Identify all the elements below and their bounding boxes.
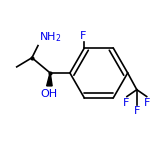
Text: F: F — [134, 106, 140, 116]
Text: F: F — [144, 98, 151, 108]
Polygon shape — [47, 72, 52, 86]
Text: F: F — [80, 31, 86, 41]
Text: NH$_2$: NH$_2$ — [39, 30, 61, 44]
Text: F: F — [123, 98, 129, 108]
Text: OH: OH — [41, 89, 58, 99]
